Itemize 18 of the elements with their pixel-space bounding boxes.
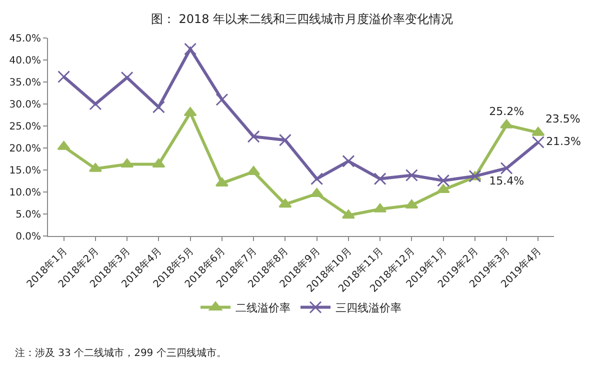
y-tick-label: 10.0% [9,188,41,198]
legend-label: 三四线溢价率 [336,302,402,315]
y-tick-label: 45.0% [9,34,41,44]
y-tick-label: 20.0% [9,144,41,154]
y-tick-label: 15.0% [9,166,41,176]
y-tick-label: 30.0% [9,100,41,110]
data-label: 15.4% [489,174,524,188]
y-tick-label: 25.0% [9,122,41,132]
y-tick-label: 0.0% [16,232,41,242]
data-label: 21.3% [546,135,582,148]
y-tick-label: 35.0% [9,78,41,88]
data-label: 23.5% [545,112,580,126]
chart-title: 图： 2018 年以来二线和三四线城市月度溢价率变化情况 [150,12,454,26]
legend-label: 二线溢价率 [236,302,290,315]
y-tick-label: 40.0% [9,56,41,66]
text: 注：涉及 33 个二线城市，299 个三四线城市。 [15,347,226,359]
y-tick-label: 5.0% [16,210,41,220]
data-label: 25.2% [489,105,524,118]
